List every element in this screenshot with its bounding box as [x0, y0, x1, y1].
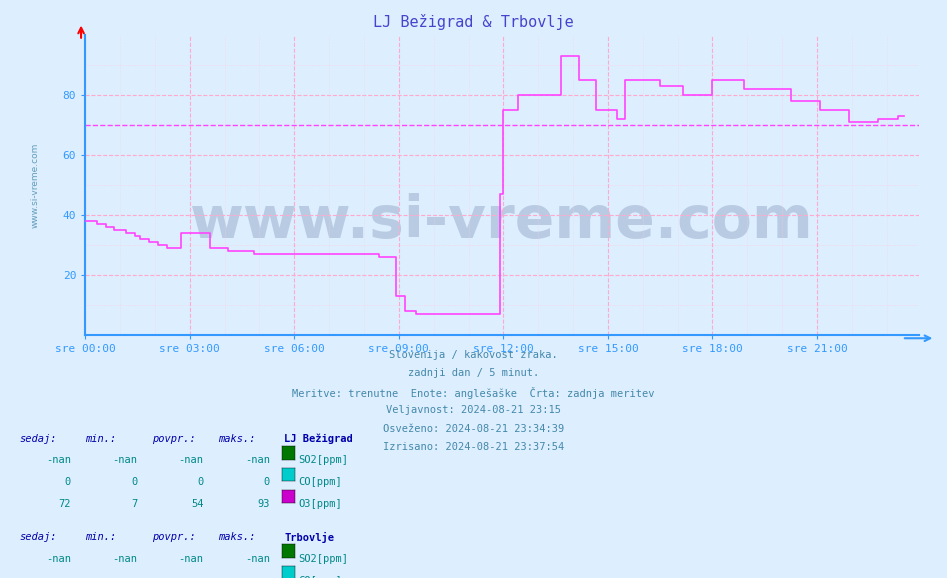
- Text: -nan: -nan: [46, 455, 71, 465]
- Text: -nan: -nan: [245, 576, 270, 578]
- Text: sedaj:: sedaj:: [19, 532, 57, 542]
- Text: LJ Bežigrad & Trbovlje: LJ Bežigrad & Trbovlje: [373, 14, 574, 31]
- Text: min.:: min.:: [85, 434, 116, 443]
- Text: 0: 0: [131, 477, 137, 487]
- Text: -nan: -nan: [46, 554, 71, 564]
- Text: 7: 7: [131, 499, 137, 509]
- Text: 72: 72: [59, 499, 71, 509]
- Text: 0: 0: [263, 477, 270, 487]
- Text: -nan: -nan: [113, 455, 137, 465]
- Text: SO2[ppm]: SO2[ppm]: [298, 554, 348, 564]
- Text: CO[ppm]: CO[ppm]: [298, 477, 342, 487]
- Text: Trbovlje: Trbovlje: [284, 532, 334, 543]
- Text: O3[ppm]: O3[ppm]: [298, 499, 342, 509]
- Text: povpr.:: povpr.:: [152, 434, 195, 443]
- Text: www.si-vreme.com: www.si-vreme.com: [190, 192, 813, 250]
- Text: sedaj:: sedaj:: [19, 434, 57, 443]
- Text: zadnji dan / 5 minut.: zadnji dan / 5 minut.: [408, 368, 539, 378]
- Text: -nan: -nan: [245, 455, 270, 465]
- Text: 54: 54: [191, 499, 204, 509]
- Text: -nan: -nan: [179, 576, 204, 578]
- Text: 0: 0: [197, 477, 204, 487]
- Text: 93: 93: [258, 499, 270, 509]
- Text: Slovenija / kakovost zraka.: Slovenija / kakovost zraka.: [389, 350, 558, 360]
- Text: -nan: -nan: [179, 554, 204, 564]
- Text: 0: 0: [64, 477, 71, 487]
- Text: min.:: min.:: [85, 532, 116, 542]
- Text: SO2[ppm]: SO2[ppm]: [298, 455, 348, 465]
- Text: Veljavnost: 2024-08-21 23:15: Veljavnost: 2024-08-21 23:15: [386, 405, 561, 415]
- Text: LJ Bežigrad: LJ Bežigrad: [284, 434, 353, 444]
- Text: -nan: -nan: [179, 455, 204, 465]
- Text: -nan: -nan: [113, 554, 137, 564]
- Text: CO[ppm]: CO[ppm]: [298, 576, 342, 578]
- Text: maks.:: maks.:: [218, 434, 256, 443]
- Text: Meritve: trenutne  Enote: anglešaške  Črta: zadnja meritev: Meritve: trenutne Enote: anglešaške Črta…: [293, 387, 654, 399]
- Text: -nan: -nan: [46, 576, 71, 578]
- Text: -nan: -nan: [113, 576, 137, 578]
- Text: povpr.:: povpr.:: [152, 532, 195, 542]
- Text: maks.:: maks.:: [218, 532, 256, 542]
- Text: Izrisano: 2024-08-21 23:37:54: Izrisano: 2024-08-21 23:37:54: [383, 442, 564, 452]
- Text: www.si-vreme.com: www.si-vreme.com: [30, 142, 40, 228]
- Text: -nan: -nan: [245, 554, 270, 564]
- Text: Osveženo: 2024-08-21 23:34:39: Osveženo: 2024-08-21 23:34:39: [383, 424, 564, 434]
